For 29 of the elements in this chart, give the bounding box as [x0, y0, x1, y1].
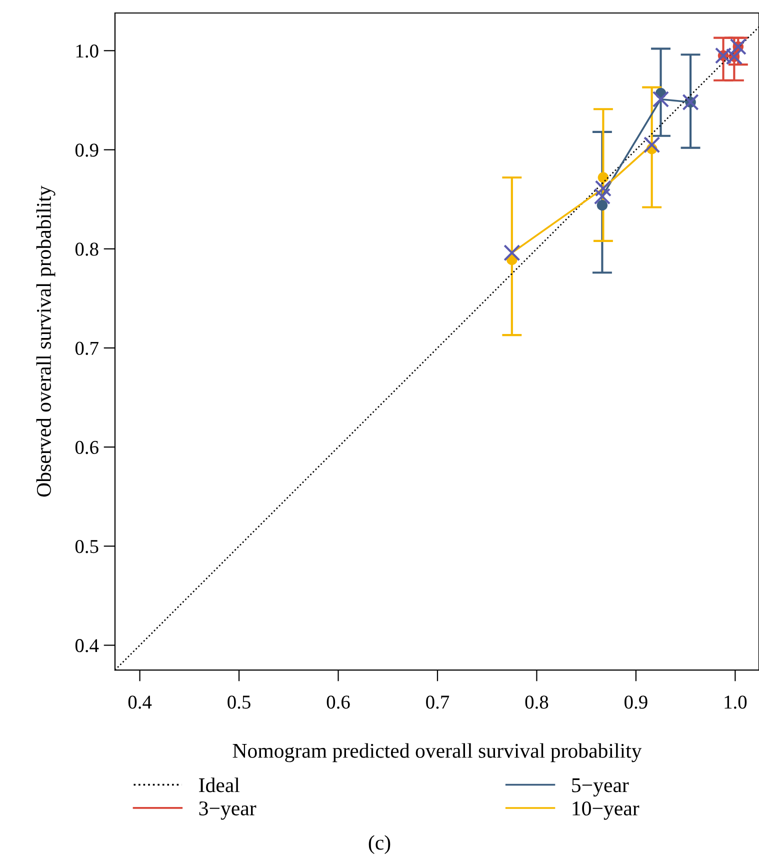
- legend-label: 3−year: [199, 801, 256, 820]
- point: [504, 244, 520, 262]
- y-tick-label: 0.6: [75, 440, 98, 454]
- x-axis-title: Nomogram predicted overall survival probability: [232, 743, 642, 762]
- y-tick-label: 0.5: [75, 540, 98, 554]
- legend-label: Ideal: [199, 778, 240, 792]
- y-tick-label: 0.4: [75, 639, 99, 652]
- y-tick-label: 0.9: [75, 144, 98, 157]
- x-tick-label: 0.4: [128, 696, 152, 709]
- y-tick-label: 0.7: [75, 342, 98, 355]
- x-tick-label: 1.0: [724, 696, 747, 709]
- x-tick-label: 0.5: [228, 696, 250, 709]
- point: [652, 90, 670, 108]
- point: [682, 94, 699, 111]
- text: (c): [368, 835, 390, 854]
- y-tick-label: 0.8: [75, 242, 98, 256]
- point: [596, 200, 608, 211]
- legend-label: 5−year: [572, 778, 629, 797]
- point: [594, 188, 611, 205]
- y-tick-label: 1.0: [76, 44, 98, 58]
- point: [644, 136, 660, 154]
- legend-label: 10−year: [572, 801, 640, 820]
- x-tick-label: 0.8: [525, 696, 548, 709]
- point: [594, 180, 612, 197]
- x-tick-label: 0.9: [624, 696, 648, 709]
- point: [598, 172, 609, 183]
- x-tick-label: 0.6: [326, 696, 350, 709]
- y-axis-title: Observed overall survival probability: [36, 186, 56, 497]
- x-tick-label: 0.7: [426, 696, 450, 709]
